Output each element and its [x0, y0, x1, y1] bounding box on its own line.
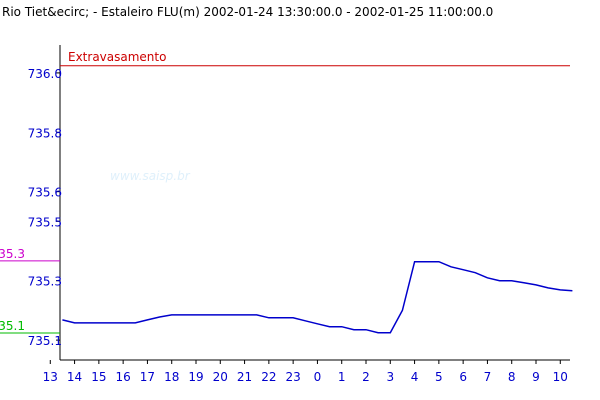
x-tick-label: 16 [116, 370, 131, 384]
x-tick-label: 10 [553, 370, 568, 384]
x-tick-label: 15 [91, 370, 106, 384]
x-tick-label: 1 [338, 370, 346, 384]
x-tick-label: 8 [508, 370, 516, 384]
x-tick-label: 18 [164, 370, 179, 384]
x-tick-label: 0 [314, 370, 322, 384]
x-tick-label: 14 [67, 370, 82, 384]
reference-label: 35.3 [0, 247, 25, 261]
reference-label: Extravasamento [68, 50, 166, 64]
y-tick-label: 735.6 [28, 186, 62, 200]
x-tick-label: 3 [386, 370, 394, 384]
y-tick-label: 735.1 [28, 334, 62, 348]
x-tick-label: 19 [188, 370, 203, 384]
x-tick-label: 5 [435, 370, 443, 384]
chart-title: Rio Tiet&ecirc; - Estaleiro FLU(m) 2002-… [2, 5, 493, 19]
data-line [62, 260, 573, 334]
x-tick-label: 20 [213, 370, 228, 384]
x-tick-label: 17 [140, 370, 155, 384]
x-tick-label: 4 [411, 370, 419, 384]
y-tick-label: 735.8 [28, 126, 62, 140]
x-tick-label: 6 [459, 370, 467, 384]
x-tick-label: 21 [237, 370, 252, 384]
y-tick-label: 735.3 [28, 275, 62, 289]
x-tick-label: 2 [362, 370, 370, 384]
x-tick-label: 7 [484, 370, 492, 384]
watermark: www.saisp.br [110, 169, 191, 183]
x-tick-label: 9 [532, 370, 540, 384]
y-tick-label: 736.0 [28, 67, 62, 81]
x-tick-label: 22 [261, 370, 276, 384]
x-tick-label: 23 [286, 370, 301, 384]
y-tick-label: 735.5 [28, 215, 62, 229]
x-tick-label: 13 [43, 370, 58, 384]
reference-label: 35.1 [0, 319, 25, 333]
